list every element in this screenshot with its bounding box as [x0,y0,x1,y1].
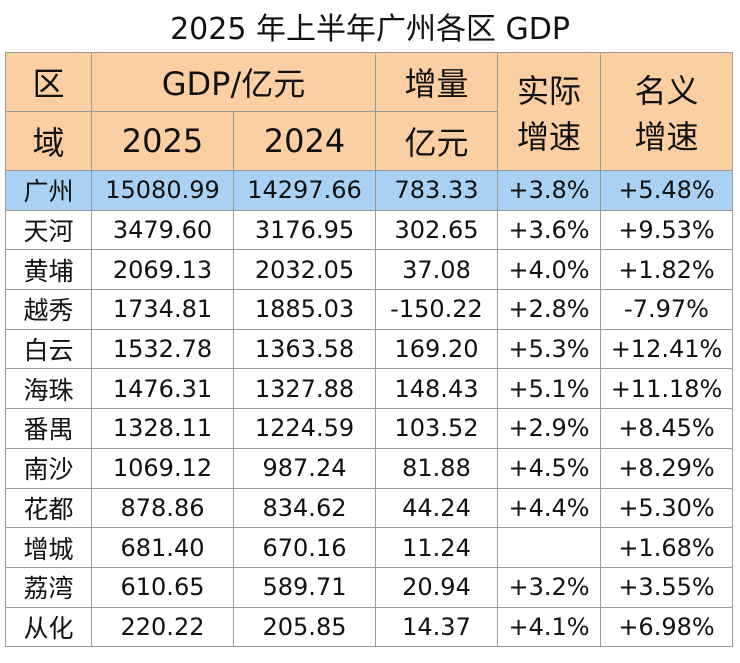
cell-gdp-2025: 1069.12 [91,447,234,489]
cell-region: 从化 [5,606,92,648]
table-row: 从化 220.22 205.85 14.37 +4.1% +6.98% [5,606,733,648]
cell-region: 花都 [5,487,92,529]
cell-increase: 14.37 [375,606,498,648]
cell-real-growth [497,527,601,568]
cell-gdp-2024: 14297.66 [233,170,376,211]
cell-real-growth: +3.6% [497,209,601,251]
cell-real-growth: +3.2% [497,566,601,608]
cell-region: 番禺 [5,408,92,449]
cell-nominal-growth: +3.55% [600,566,733,608]
cell-increase: 148.43 [375,368,498,410]
cell-gdp-2025: 1734.81 [91,289,234,330]
cell-increase: 103.52 [375,408,498,449]
header-gdp: GDP/亿元 [91,52,376,112]
cell-increase: 44.24 [375,487,498,529]
cell-increase: 81.88 [375,447,498,489]
cell-nominal-growth: +9.53% [600,209,733,251]
cell-real-growth: +3.8% [497,170,601,211]
cell-increase: 169.20 [375,328,498,370]
table-row: 越秀 1734.81 1885.03 -150.22 +2.8% -7.97% [5,289,733,330]
total-row: 广州 15080.99 14297.66 783.33 +3.8% +5.48% [5,170,733,211]
table-row: 南沙 1069.12 987.24 81.88 +4.5% +8.29% [5,447,733,489]
cell-real-growth: +2.8% [497,289,601,330]
cell-real-growth: +4.5% [497,447,601,489]
cell-region: 黄埔 [5,249,92,291]
cell-increase: 302.65 [375,209,498,251]
cell-nominal-growth: +5.48% [600,170,733,211]
cell-gdp-2025: 1328.11 [91,408,234,449]
cell-gdp-2024: 1363.58 [233,328,376,370]
cell-gdp-2024: 2032.05 [233,249,376,291]
cell-region: 南沙 [5,447,92,489]
table-row: 番禺 1328.11 1224.59 103.52 +2.9% +8.45% [5,408,733,449]
table-row: 增城 681.40 670.16 11.24 +1.68% [5,527,733,568]
cell-region: 天河 [5,209,92,251]
page-title: 2025 年上半年广州各区 GDP [170,12,570,47]
cell-gdp-2024: 987.24 [233,447,376,489]
cell-real-growth: +4.4% [497,487,601,529]
table-row: 花都 878.86 834.62 44.24 +4.4% +5.30% [5,487,733,529]
cell-gdp-2024: 205.85 [233,606,376,648]
table-row: 荔湾 610.65 589.71 20.94 +3.2% +3.55% [5,566,733,608]
header-region-2: 域 [5,111,92,171]
cell-increase: 11.24 [375,527,498,568]
header-row-2: 域 2025 2024 亿元 [5,111,733,171]
cell-gdp-2025: 15080.99 [91,170,234,211]
cell-real-growth: +2.9% [497,408,601,449]
cell-region: 广州 [5,170,92,211]
cell-region: 白云 [5,328,92,370]
cell-gdp-2025: 2069.13 [91,249,234,291]
cell-nominal-growth: +1.68% [600,527,733,568]
header-region-1: 区 [5,52,92,112]
table-row: 黄埔 2069.13 2032.05 37.08 +4.0% +1.82% [5,249,733,291]
cell-gdp-2025: 1476.31 [91,368,234,410]
cell-gdp-2025: 878.86 [91,487,234,529]
cell-increase: 783.33 [375,170,498,211]
cell-region: 海珠 [5,368,92,410]
cell-nominal-growth: +5.30% [600,487,733,529]
table-row: 天河 3479.60 3176.95 302.65 +3.6% +9.53% [5,209,733,251]
cell-nominal-growth: +11.18% [600,368,733,410]
cell-real-growth: +5.1% [497,368,601,410]
cell-gdp-2024: 1885.03 [233,289,376,330]
table-row: 白云 1532.78 1363.58 169.20 +5.3% +12.41% [5,328,733,370]
cell-region: 越秀 [5,289,92,330]
cell-increase: 37.08 [375,249,498,291]
cell-nominal-growth: +8.29% [600,447,733,489]
cell-real-growth: +5.3% [497,328,601,370]
cell-gdp-2025: 220.22 [91,606,234,648]
cell-gdp-2024: 834.62 [233,487,376,529]
header-nominal-growth: 名义 增速 [600,52,733,171]
cell-gdp-2025: 3479.60 [91,209,234,251]
cell-real-growth: +4.0% [497,249,601,291]
gdp-table: 区 GDP/亿元 增量 实际 增速 名义 增速 域 2025 2024 亿元 广州 1… [5,52,733,648]
cell-nominal-growth: +6.98% [600,606,733,648]
header-increase-1: 增量 [375,52,498,112]
header-row-1: 区 GDP/亿元 增量 实际 增速 名义 增速 [5,52,733,171]
cell-increase: 20.94 [375,566,498,608]
cell-nominal-growth: -7.97% [600,289,733,330]
cell-real-growth: +4.1% [497,606,601,648]
cell-nominal-growth: +1.82% [600,249,733,291]
cell-gdp-2025: 1532.78 [91,328,234,370]
cell-gdp-2024: 670.16 [233,527,376,568]
cell-gdp-2024: 1327.88 [233,368,376,410]
header-increase-2: 亿元 [375,111,498,171]
cell-gdp-2024: 1224.59 [233,408,376,449]
cell-region: 荔湾 [5,566,92,608]
header-2024: 2024 [233,111,376,171]
header-real-growth: 实际 增速 [497,52,601,171]
header-2025: 2025 [91,111,234,171]
cell-gdp-2025: 610.65 [91,566,234,608]
cell-increase: -150.22 [375,289,498,330]
cell-nominal-growth: +8.45% [600,408,733,449]
cell-gdp-2024: 589.71 [233,566,376,608]
table-row: 海珠 1476.31 1327.88 148.43 +5.1% +11.18% [5,368,733,410]
cell-nominal-growth: +12.41% [600,328,733,370]
cell-gdp-2025: 681.40 [91,527,234,568]
cell-gdp-2024: 3176.95 [233,209,376,251]
cell-region: 增城 [5,527,92,568]
